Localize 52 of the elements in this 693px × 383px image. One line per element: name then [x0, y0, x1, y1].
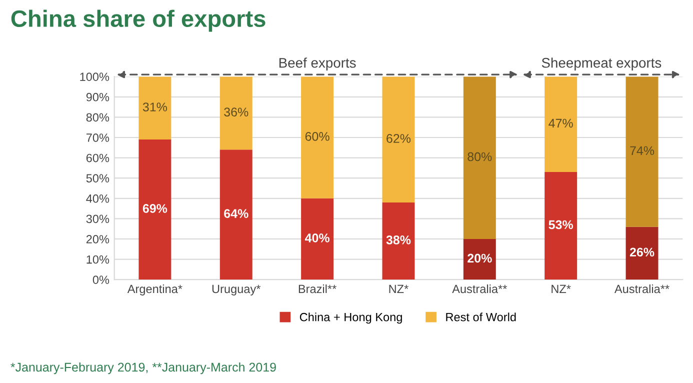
- y-tick-label: 100%: [80, 72, 110, 81]
- x-tick-label: NZ*: [389, 284, 408, 294]
- bar: [138, 140, 172, 280]
- bar: [301, 198, 334, 280]
- text: Beef exports: [279, 58, 356, 71]
- y-tick-label: 30%: [86, 214, 110, 224]
- bar: [301, 76, 334, 198]
- y-tick-label: 10%: [86, 255, 110, 264]
- y-tick-label: 80%: [86, 113, 110, 122]
- legend-label: Rest of World: [446, 312, 516, 322]
- data-label: 53%: [548, 220, 574, 230]
- y-tick-label: 60%: [86, 154, 110, 162]
- data-label: 69%: [142, 204, 168, 213]
- data-label: 62%: [386, 134, 411, 143]
- x-tick-label: Uruguay*: [212, 284, 261, 296]
- data-label: 47%: [548, 118, 573, 128]
- x-tick-label: Brazil**: [298, 284, 336, 294]
- y-tick-label: 20%: [86, 235, 110, 244]
- data-label: 20%: [468, 254, 492, 263]
- data-label: 26%: [630, 248, 654, 257]
- y-tick-label: 0%: [92, 276, 110, 284]
- legend-label: China + Hong Kong: [300, 312, 402, 324]
- bar: [544, 76, 578, 172]
- data-label: 74%: [630, 146, 654, 156]
- data-label: 36%: [224, 108, 248, 116]
- chart-title: China share of exports: [11, 10, 266, 32]
- x-tick-label: Australia**: [452, 284, 508, 294]
- data-label: 40%: [304, 233, 330, 242]
- y-tick-label: 40%: [86, 194, 110, 203]
- bar: [382, 76, 415, 202]
- data-label: 60%: [305, 132, 330, 141]
- data-label: 80%: [468, 152, 492, 162]
- bar: [220, 76, 252, 150]
- y-tick-label: 90%: [86, 92, 110, 102]
- data-label: 64%: [224, 209, 248, 218]
- y-tick-label: 50%: [86, 174, 110, 182]
- bar: [382, 202, 415, 280]
- data-label: 38%: [386, 236, 411, 244]
- bar: [138, 76, 172, 140]
- bar: [626, 226, 658, 280]
- x-tick-label: NZ*: [552, 284, 571, 294]
- text: Sheepmeat exports: [542, 58, 662, 71]
- bar: [544, 172, 578, 280]
- data-label: 31%: [142, 102, 167, 112]
- bar: [463, 76, 496, 239]
- bar: [626, 76, 658, 227]
- x-tick-label: Australia**: [614, 284, 670, 294]
- text: *January-February 2019, **January-March 2019: [10, 362, 276, 374]
- y-tick-label: 70%: [86, 134, 110, 142]
- x-tick-label: Argentina*: [127, 284, 182, 296]
- bar: [220, 150, 252, 280]
- bar: [463, 238, 496, 280]
